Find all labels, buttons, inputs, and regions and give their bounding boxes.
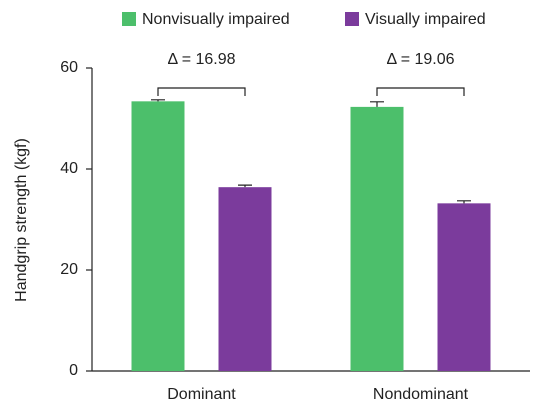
bar (350, 106, 404, 371)
bar (218, 187, 272, 371)
error-bar (151, 99, 165, 102)
bracket (157, 87, 246, 96)
y-tick-label: 20 (60, 261, 78, 278)
annotation: Δ = 16.98 (167, 51, 235, 68)
y-tick-label: 0 (69, 362, 78, 379)
bracket (376, 87, 465, 96)
legend-swatch (122, 12, 136, 26)
y-tick-label: 60 (60, 59, 78, 76)
bar (437, 203, 491, 371)
legend-label: Visually impaired (365, 11, 486, 28)
error-bar (457, 200, 471, 204)
y-tick-label: 40 (60, 160, 78, 177)
y-axis-label: Handgrip strength (kgf) (13, 138, 30, 302)
x-tick-label: Nondominant (373, 386, 469, 403)
bar (131, 101, 185, 371)
error-bar (238, 184, 252, 188)
annotation: Δ = 19.06 (386, 51, 454, 68)
error-bar (370, 101, 384, 107)
legend-swatch (345, 12, 359, 26)
x-tick-label: Dominant (167, 386, 236, 403)
legend-label: Nonvisually impaired (142, 11, 290, 28)
